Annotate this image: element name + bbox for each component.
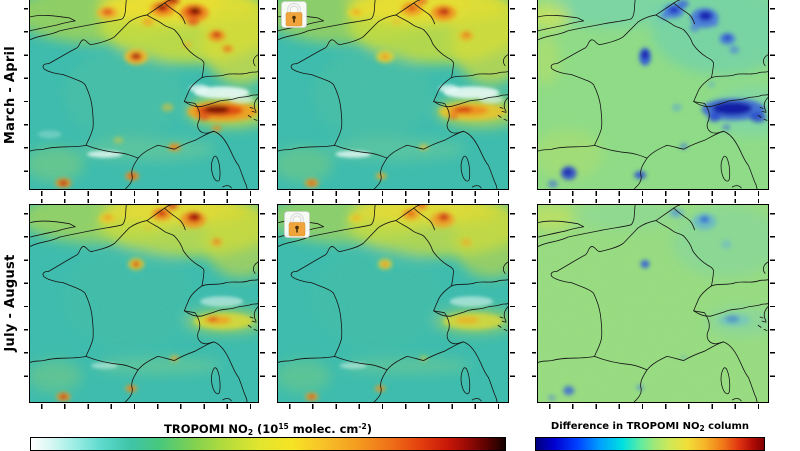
axis-ticks [531,8,536,181]
map-canvas [278,0,508,189]
right-colorbar-title: Difference in TROPOMI NO2 column [550,421,750,433]
map-no2-difference-march-april [531,0,775,196]
axis-ticks [35,198,253,203]
left-colorbar-title: TROPOMI NO2 (1015 molec. cm-2) [164,422,372,437]
axis-ticks [283,404,503,409]
difference-colorbar [535,437,765,451]
axis-ticks [283,198,503,203]
map-no2-july-august-lockdown [271,198,515,409]
map-canvas [30,0,258,189]
map-no2-march-april-lockdown [271,0,515,196]
map-no2-july-august [23,198,265,409]
no2-colorbar [30,437,506,451]
axis-ticks [543,404,763,409]
axis-ticks [271,213,276,394]
axis-ticks [260,8,265,181]
axis-ticks [35,191,253,196]
row-label-july-august: July - August [3,254,18,352]
axis-ticks [543,198,763,203]
map-canvas [30,205,258,402]
axis-ticks [271,8,276,181]
map-no2-march-april [23,0,265,196]
axis-ticks [283,191,503,196]
axis-ticks [23,213,28,394]
map-canvas [538,205,768,402]
axis-ticks [770,8,775,181]
map-canvas [278,205,508,402]
map-no2-difference-july-august [531,198,775,409]
row-label-march-april: March - April [3,45,18,145]
map-canvas [538,0,768,189]
axis-ticks [35,404,253,409]
axis-ticks [543,191,763,196]
axis-ticks [770,213,775,394]
axis-ticks [23,8,28,181]
axis-ticks [260,213,265,394]
axis-ticks [510,8,515,181]
axis-ticks [531,213,536,394]
axis-ticks [510,213,515,394]
